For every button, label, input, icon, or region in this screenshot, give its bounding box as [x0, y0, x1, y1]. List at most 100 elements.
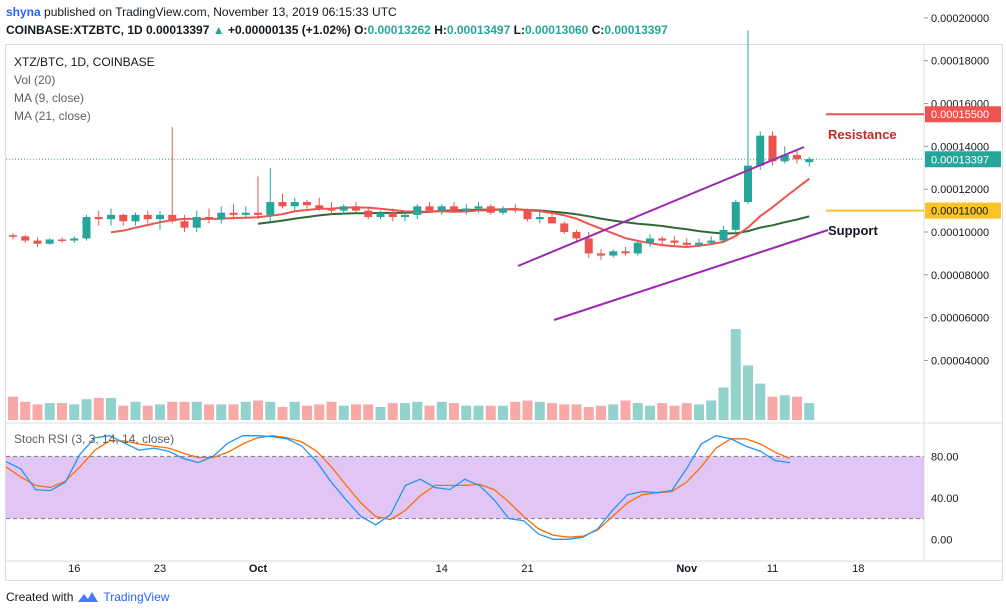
- volume-bar: [571, 404, 582, 420]
- volume-bar: [326, 401, 337, 420]
- candle-body: [437, 206, 446, 211]
- candle-body: [303, 202, 311, 206]
- header: shyna published on TradingView.com, Nove…: [0, 0, 1006, 44]
- candle-body: [548, 217, 556, 224]
- volume-bar: [669, 405, 680, 420]
- volume-bar: [106, 397, 116, 420]
- volume-bar: [743, 365, 753, 420]
- price-tick-label: 0.00004000: [931, 355, 989, 367]
- candle-body: [327, 208, 336, 211]
- support-price-tag-box: [925, 202, 1001, 219]
- volume-bar: [167, 401, 178, 420]
- main-pane: [6, 45, 924, 422]
- volume-bar: [400, 403, 410, 420]
- tradingview-brand[interactable]: TradingView: [103, 590, 170, 604]
- candle-body: [180, 221, 189, 228]
- price-tick-label: 0.00018000: [931, 56, 989, 68]
- candle-body: [450, 206, 458, 211]
- support-price-tag: 0.00011000: [931, 206, 988, 218]
- volume-bar: [412, 401, 423, 420]
- volume-bar: [191, 401, 202, 420]
- volume-bar: [779, 395, 790, 420]
- volume-bar: [449, 403, 459, 420]
- candle-body: [388, 212, 397, 218]
- resistance-price-tag: 0.00015500: [931, 109, 989, 121]
- candle-body: [278, 202, 287, 207]
- volume-bar: [424, 405, 435, 420]
- candle-body: [682, 242, 691, 245]
- time-tick-label: 16: [68, 563, 80, 575]
- candle-body: [339, 206, 348, 211]
- volume-bar: [81, 399, 92, 420]
- candle-body: [192, 217, 201, 228]
- candle-body: [70, 238, 79, 241]
- candle-body: [511, 208, 520, 211]
- candle-body: [805, 159, 814, 163]
- rsi-band: [6, 456, 924, 519]
- resistance-price-tag-box: [925, 106, 1001, 123]
- candle-body: [572, 232, 581, 239]
- volume-bar: [228, 404, 239, 420]
- volume-bar: [694, 404, 704, 420]
- candle-body: [217, 212, 226, 220]
- tradingview-logo-icon: [78, 592, 99, 602]
- candle-body: [474, 206, 483, 209]
- candle-body: [584, 238, 593, 254]
- volume-bar: [534, 401, 545, 420]
- author-link[interactable]: shyna: [6, 5, 41, 19]
- publish-text: published on TradingView.com, November 1…: [44, 5, 397, 19]
- volume-bar: [559, 404, 570, 420]
- candle-body: [499, 208, 507, 213]
- created-with-text: Created with: [6, 590, 74, 604]
- candle-body: [768, 135, 777, 162]
- volume-bar: [44, 403, 55, 420]
- open-label: O:: [354, 23, 368, 37]
- candle-body: [462, 208, 471, 211]
- volume-bar: [351, 404, 361, 420]
- candle-body: [535, 217, 544, 220]
- volume-bar: [804, 403, 815, 420]
- price-tick-label: 0.00020000: [931, 13, 989, 25]
- candle-body: [793, 154, 801, 160]
- low-value: 0.00013060: [524, 23, 589, 37]
- time-tick-label: 21: [521, 563, 533, 575]
- candle-body: [315, 205, 324, 209]
- volume-bar: [314, 404, 325, 420]
- close-label: C:: [591, 23, 605, 37]
- volume-bar: [253, 400, 263, 420]
- volume-bar: [8, 396, 18, 420]
- volume-bar: [302, 405, 312, 420]
- candle-body: [633, 242, 642, 254]
- candle-body: [597, 253, 605, 256]
- volume-bar: [608, 404, 619, 420]
- rsi-tick-label: 0.00: [931, 534, 952, 546]
- volume-bar: [338, 405, 349, 420]
- stoch-rsi-k-line: [5, 435, 791, 540]
- candle-body: [376, 212, 385, 218]
- price-tick-label: 0.00012000: [931, 184, 989, 196]
- legend-ma9: MA (9, close): [14, 91, 85, 105]
- symbol-info: COINBASE:XTZBTC, 1D 0.00013397: [6, 23, 210, 37]
- volume-bar: [620, 400, 631, 420]
- volume-bar: [583, 407, 594, 420]
- candle-body: [401, 214, 409, 218]
- candle-body: [156, 214, 164, 220]
- volume-bar: [375, 407, 386, 420]
- volume-bar: [240, 401, 251, 420]
- candle-body: [9, 235, 17, 237]
- candle-body: [707, 240, 716, 243]
- legend-volume: Vol (20): [14, 73, 56, 87]
- chart-legend: XTZ/BTC, 1D, COINBASE Vol (20) MA (9, cl…: [14, 53, 155, 125]
- volume-bar: [436, 401, 447, 420]
- candle-body: [413, 206, 422, 215]
- volume-bar: [498, 405, 508, 420]
- time-tick-label: Nov: [676, 563, 698, 575]
- candle-body: [658, 238, 667, 241]
- candle-body: [731, 202, 740, 230]
- candle-body: [352, 206, 360, 211]
- candle-body: [290, 202, 299, 207]
- candle-body: [45, 239, 54, 244]
- price-tick-label: 0.00006000: [931, 313, 989, 325]
- volume-bar: [69, 404, 80, 420]
